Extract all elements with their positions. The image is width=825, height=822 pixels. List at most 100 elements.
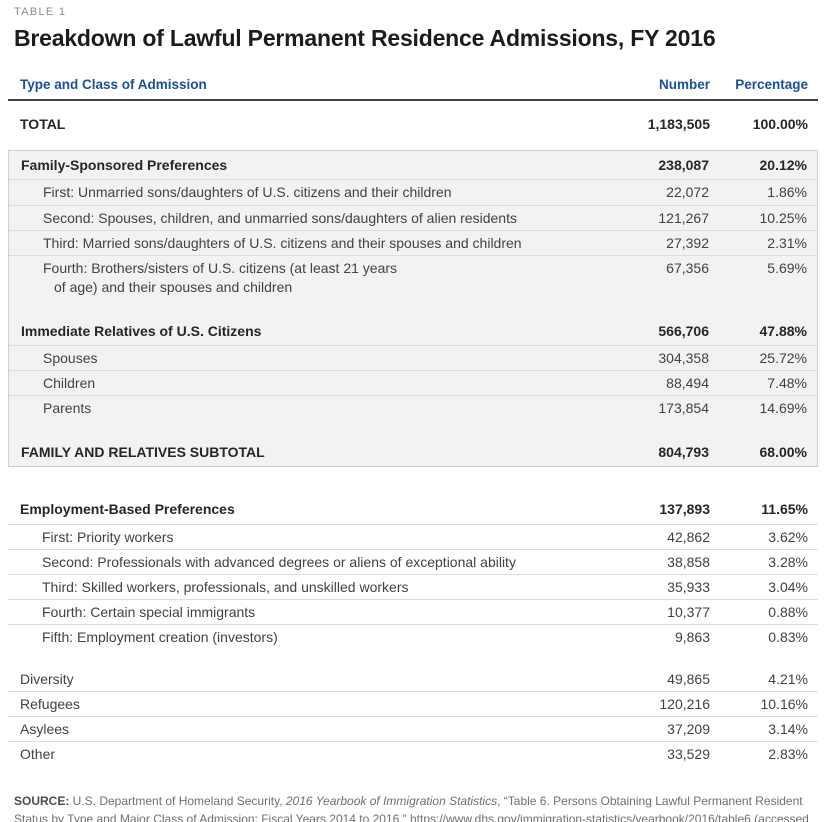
table-row: TOTAL 1,183,505 100.00% [8,110,818,138]
row-number: 38,858 [667,553,710,570]
row-percentage: 0.83% [768,628,808,645]
row-percentage: 3.04% [768,578,808,595]
table-row: First: Unmarried sons/daughters of U.S. … [9,179,817,204]
column-header-number: Number [658,77,710,93]
row-label: Other [20,746,56,763]
row-percentage: 100.00% [752,116,808,133]
row-group: TOTAL 1,183,505 100.00% [8,110,818,138]
row-group: Diversity 49,865 4.21% Refugees 120,216 10.16… [8,667,818,766]
table-number-label: TABLE 1 [14,6,67,18]
row-group: Family-Sponsored Preferences 238,087 20.12… [9,151,817,299]
row-label: TOTAL [20,116,66,133]
row-label: Second: Spouses, children, and unmarried… [43,209,517,226]
row-number: 35,933 [667,578,710,595]
row-percentage: 3.28% [768,553,808,570]
source-label: SOURCE: [14,794,73,809]
row-percentage: 3.62% [768,528,808,545]
row-label-line2: of age) and their spouses and children [54,278,293,295]
row-label: Refugees [20,696,80,713]
row-percentage: 0.88% [768,603,808,620]
table-row: Children 88,494 7.48% [9,370,817,395]
row-number: 137,893 [659,501,710,518]
row-label: Spouses [43,350,98,367]
row-number: 42,862 [667,528,710,545]
row-group: FAMILY AND RELATIVES SUBTOTAL 804,793 68.0… [9,438,817,466]
row-label: Third: Married sons/daughters of U.S. ci… [43,234,522,251]
row-number: 33,529 [667,746,710,763]
page-title: Breakdown of Lawful Permanent Residence … [14,25,716,51]
row-label: Employment-Based Preferences [20,501,235,518]
row-label: Diversity [20,670,74,687]
column-header-type: Type and Class of Admission [20,77,207,93]
column-header-percentage: Percentage [735,77,808,93]
table-row: Second: Spouses, children, and unmarried… [9,204,817,230]
row-label: Asylees [20,721,70,738]
row-percentage: 47.88% [759,322,807,339]
table-row: Spouses 304,358 25.72% [9,345,817,370]
row-percentage: 10.16% [760,696,808,713]
row-percentage: 5.69% [767,259,807,276]
row-number: 49,865 [667,670,710,687]
table-row: Refugees 120,216 10.16% [8,691,818,716]
table-body: TOTAL 1,183,505 100.00% Family-Sponsored Pr… [8,110,818,766]
table-row: Family-Sponsored Preferences 238,087 20.12… [9,151,817,179]
row-percentage: 14.69% [759,400,807,417]
row-number: 67,356 [666,259,709,276]
row-percentage: 10.25% [759,209,807,226]
row-label: Family-Sponsored Preferences [21,157,228,174]
row-number: 304,358 [658,350,709,367]
row-label: Second: Professionals with advanced degr… [42,553,516,570]
row-percentage: 2.83% [768,746,808,763]
row-percentage: 20.12% [759,157,807,174]
table-section: TOTAL 1,183,505 100.00% [8,110,818,138]
source-text-continued: , “Table 6. Persons Obtaining Lawful Per… [14,794,809,822]
row-number: 566,706 [658,322,709,339]
row-number: 10,377 [667,603,710,620]
row-label: Fifth: Employment creation (investors) [42,628,278,645]
table-row: Employment-Based Preferences 137,893 11.65… [8,495,818,523]
shaded-section: Family-Sponsored Preferences 238,087 20.12… [8,150,818,468]
row-label: First: Priority workers [42,528,174,545]
row-number: 173,854 [658,400,709,417]
row-percentage: 7.48% [767,375,807,392]
row-percentage: 2.31% [767,234,807,251]
row-label: Parents [43,400,92,417]
table-row: Third: Skilled workers, professionals, a… [8,573,818,599]
table-row: Fourth: Brothers/sisters of U.S. citizen… [9,254,817,299]
source-text: U.S. Department of Homeland Security, [72,794,286,809]
table-row: Asylees 37,209 3.14% [8,716,818,741]
table-row: Other 33,529 2.83% [8,741,818,766]
row-number: 27,392 [666,234,709,251]
row-number: 1,183,505 [647,116,710,133]
row-percentage: 1.86% [767,184,807,201]
row-number: 22,072 [666,184,709,201]
row-number: 121,267 [658,209,709,226]
row-group: Employment-Based Preferences 137,893 11.65… [8,495,818,649]
row-percentage: 3.14% [768,721,808,738]
row-percentage: 68.00% [759,444,807,461]
table-row: First: Priority workers 42,862 3.62% [8,523,818,549]
row-percentage: 4.21% [768,670,808,687]
table-row: Third: Married sons/daughters of U.S. ci… [9,229,817,255]
source-italic-title: 2016 Yearbook of Immigration Statistics [285,794,498,809]
row-number: 804,793 [658,444,709,461]
row-number: 88,494 [666,375,709,392]
row-label: Fourth: Certain special immigrants [42,603,256,620]
table-row: Fifth: Employment creation (investors) 9,… [8,623,818,649]
table-row: Parents 173,854 14.69% [9,395,817,420]
table-row: Second: Professionals with advanced degr… [8,548,818,574]
row-label: Fourth: Brothers/sisters of U.S. citizen… [21,260,579,295]
row-percentage: 25.72% [759,350,807,367]
row-label: FAMILY AND RELATIVES SUBTOTAL [21,444,265,461]
row-label: First: Unmarried sons/daughters of U.S. … [43,184,452,201]
column-header-row: Type and Class of Admission Number Perce… [8,77,818,102]
table-row: Immediate Relatives of U.S. Citizens 566,… [9,317,817,345]
table-row: FAMILY AND RELATIVES SUBTOTAL 804,793 68.0… [9,438,817,466]
row-number: 120,216 [659,696,710,713]
table-row: Diversity 49,865 4.21% [8,667,818,691]
row-label: Third: Skilled workers, professionals, a… [42,578,409,595]
row-percentage: 11.65% [761,501,808,518]
row-number: 37,209 [667,721,710,738]
table-row: Fourth: Certain special immigrants 10,377… [8,598,818,624]
